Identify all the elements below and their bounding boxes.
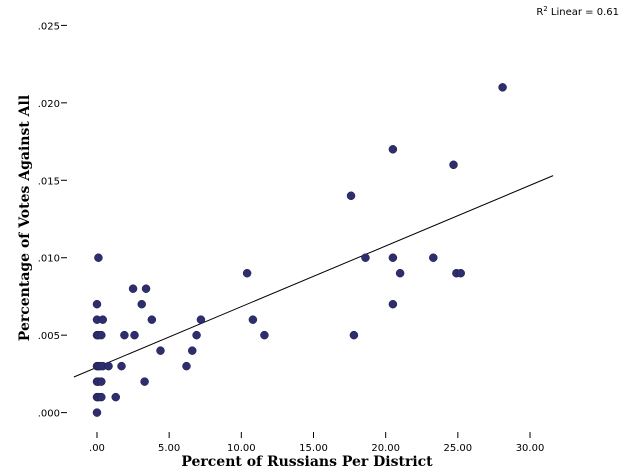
- y-tick-label: .020: [38, 99, 60, 110]
- data-point: [128, 284, 138, 293]
- data-point: [196, 315, 206, 324]
- data-point: [104, 361, 113, 371]
- y-tick-label: .010: [38, 254, 60, 265]
- data-point: [117, 361, 126, 371]
- data-point: [147, 315, 157, 324]
- data-point: [248, 315, 258, 324]
- data-point: [260, 330, 269, 340]
- data-point: [97, 330, 106, 340]
- y-axis-title: Percentage of Votes Against All: [17, 95, 33, 341]
- data-point: [97, 377, 106, 386]
- r2-label-suffix: Linear = 0.61: [548, 7, 619, 18]
- data-point: [388, 253, 398, 262]
- data-point: [137, 299, 146, 309]
- data-point: [98, 315, 108, 324]
- fit-line-group: [73, 175, 554, 378]
- data-point: [192, 330, 201, 340]
- data-point: [141, 284, 151, 293]
- y-tick-label: .005: [38, 331, 60, 342]
- y-tick-label: .015: [38, 176, 60, 187]
- data-point: [182, 361, 191, 371]
- data-point: [92, 299, 102, 309]
- x-tick-label: 30.00: [516, 443, 545, 454]
- data-point: [395, 268, 405, 278]
- data-point: [130, 330, 139, 340]
- data-point: [456, 268, 465, 278]
- data-point: [242, 268, 252, 278]
- data-point: [140, 377, 149, 386]
- data-point: [94, 253, 103, 262]
- r2-label-prefix: R: [536, 7, 543, 18]
- x-axis-title: Percent of Russians Per District: [181, 454, 433, 470]
- data-point: [449, 160, 458, 170]
- data-point: [361, 253, 370, 262]
- x-tick-label: 15.00: [299, 443, 328, 454]
- y-tick-label: .000: [38, 409, 60, 420]
- x-tick-label: 25.00: [444, 443, 473, 454]
- x-axis: .00 5.00 10.00 15.00 20.00 25.00 30.00: [89, 432, 544, 454]
- y-tick-label: .025: [38, 21, 60, 32]
- data-point: [388, 145, 398, 154]
- x-tick-label: .00: [89, 443, 105, 454]
- data-point: [156, 346, 165, 355]
- data-point: [346, 191, 356, 201]
- data-point: [429, 253, 438, 262]
- data-point: [120, 330, 129, 340]
- x-tick-label: 20.00: [371, 443, 400, 454]
- data-point: [97, 392, 106, 402]
- fit-line: [73, 175, 554, 378]
- x-tick-label: 5.00: [158, 443, 180, 454]
- data-point: [388, 299, 398, 309]
- r2-label-sup: 2: [543, 5, 547, 13]
- data-point: [111, 392, 120, 402]
- data-point: [498, 83, 507, 92]
- r2-label: R2 Linear = 0.61: [536, 5, 619, 18]
- data-point: [349, 330, 359, 340]
- data-point: [188, 346, 197, 355]
- data-point: [92, 408, 102, 417]
- x-tick-label: 10.00: [227, 443, 256, 454]
- points-group: [92, 83, 507, 417]
- y-axis: .000 .005 .010 .015 .020 .025: [38, 21, 67, 420]
